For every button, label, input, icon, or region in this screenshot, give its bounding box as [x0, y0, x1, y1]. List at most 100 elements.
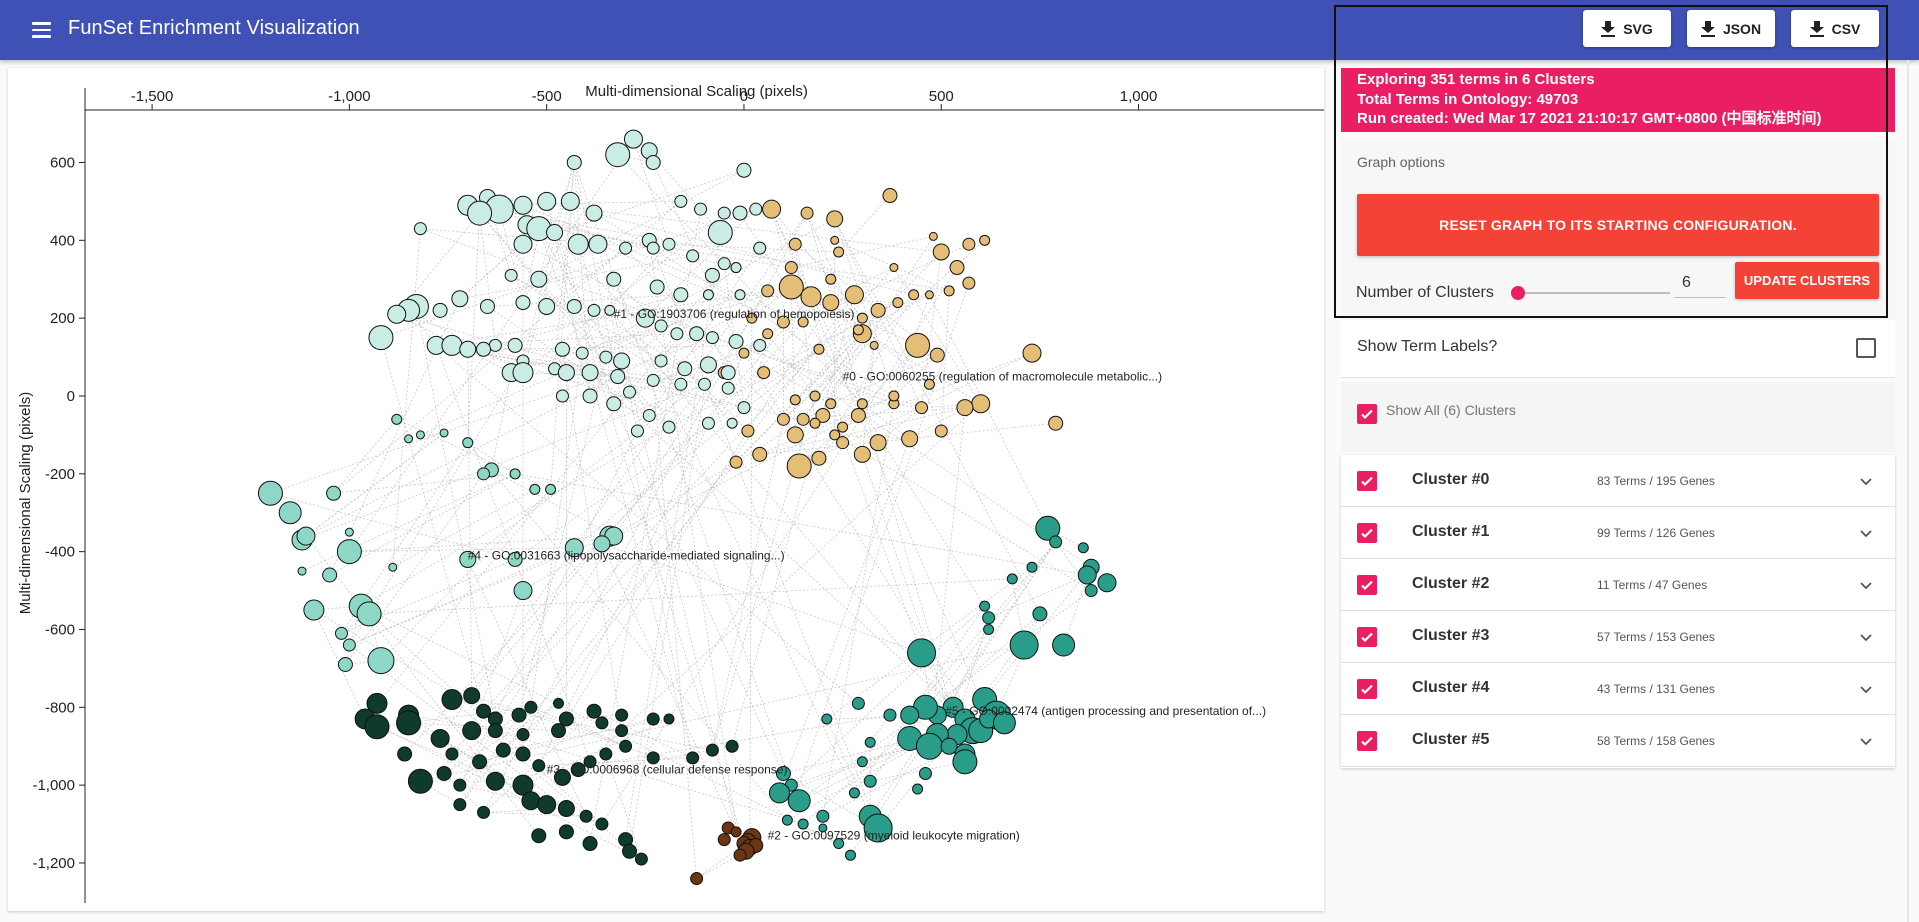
cluster-1-node [546, 224, 564, 242]
cluster-row-5[interactable]: Cluster #5 58 Terms / 158 Genes [1341, 715, 1895, 767]
cluster-0-checkbox[interactable] [1357, 471, 1377, 491]
cluster-5-node [1077, 565, 1097, 585]
cluster-row-0[interactable]: Cluster #0 83 Terms / 195 Genes [1341, 455, 1895, 507]
cluster-1-node [537, 191, 557, 211]
edge-line [749, 318, 753, 848]
show-term-labels-checkbox[interactable] [1856, 338, 1876, 358]
update-clusters-button[interactable]: UPDATE CLUSTERS [1735, 262, 1879, 299]
reset-graph-button[interactable]: RESET GRAPH TO ITS STARTING CONFIGURATIO… [1357, 194, 1879, 256]
cluster-1-node [645, 154, 661, 170]
edge-line [305, 432, 445, 537]
check-icon [1361, 632, 1373, 643]
cluster-0-node [889, 263, 899, 273]
edge-line [420, 228, 895, 405]
chevron-down-icon[interactable] [1858, 681, 1874, 697]
edge-line [514, 317, 863, 560]
edge-line [333, 419, 398, 494]
download-svg-button[interactable]: SVG [1583, 10, 1671, 47]
cluster-0-node [833, 246, 845, 258]
num-clusters-slider-track[interactable] [1518, 292, 1670, 294]
cluster-0-node [850, 407, 866, 423]
menu-icon[interactable] [28, 16, 56, 44]
cluster-5-name: Cluster #5 [1412, 731, 1490, 748]
edge-line [850, 541, 1057, 856]
cluster-1-node [674, 194, 688, 208]
cluster-3-node [619, 739, 633, 753]
cluster-3-node [532, 759, 546, 773]
edge-line [569, 201, 607, 358]
cluster-1-node [479, 298, 495, 314]
scrollbar-track[interactable] [1907, 60, 1909, 922]
num-clusters-input[interactable] [1674, 268, 1726, 298]
cluster-4-node [391, 413, 403, 425]
edge-line [467, 333, 768, 560]
cluster-row-2[interactable]: Cluster #2 11 Terms / 47 Genes [1341, 559, 1895, 611]
edge-line [459, 290, 768, 786]
cluster-0-node [813, 343, 825, 355]
cluster-4-checkbox[interactable] [1357, 679, 1377, 699]
chevron-down-icon[interactable] [1858, 525, 1874, 541]
download-json-button[interactable]: JSON [1687, 10, 1775, 47]
cluster-3-node [396, 710, 422, 736]
download-csv-button[interactable]: CSV [1791, 10, 1879, 47]
y-tick-label: 400 [50, 232, 75, 249]
chevron-down-icon[interactable] [1858, 473, 1874, 489]
edge-line [530, 353, 583, 708]
cluster-1-node [728, 333, 744, 349]
edge-line [747, 302, 832, 432]
cluster-row-3[interactable]: Cluster #3 57 Terms / 153 Genes [1341, 611, 1895, 663]
chevron-down-icon[interactable] [1858, 629, 1874, 645]
plot-card: #0 - GO:0060255 (regulation of macromole… [8, 68, 1324, 911]
edge-line [368, 360, 524, 615]
cluster-3-node [583, 755, 597, 769]
cluster-3-checkbox[interactable] [1357, 627, 1377, 647]
edge-line [613, 279, 855, 794]
chevron-down-icon[interactable] [1858, 577, 1874, 593]
chevron-down-icon[interactable] [1858, 733, 1874, 749]
cluster-5-checkbox[interactable] [1357, 731, 1377, 751]
cluster-row-1[interactable]: Cluster #1 99 Terms / 126 Genes [1341, 507, 1895, 559]
mds-scatter-chart[interactable]: #0 - GO:0060255 (regulation of macromole… [8, 68, 1324, 911]
edge-line [498, 209, 524, 303]
cluster-3-node [537, 795, 557, 815]
cluster-1-node [753, 338, 767, 352]
cluster-1-node [630, 424, 644, 438]
cluster-5-node [1026, 561, 1038, 573]
cluster-0-node [837, 421, 849, 433]
cluster-5-node [848, 787, 860, 799]
num-clusters-slider-thumb[interactable] [1511, 286, 1525, 300]
edge-line [301, 473, 516, 572]
edge-line [830, 302, 930, 385]
edge-line [439, 212, 808, 739]
edge-line [826, 566, 1033, 720]
cluster-0-node [892, 297, 904, 309]
y-tick-label: -1,000 [32, 777, 75, 794]
edge-line [573, 162, 694, 758]
cluster-5-node [1052, 633, 1076, 657]
show-all-clusters-checkbox[interactable] [1357, 404, 1377, 424]
cluster-3-node [558, 711, 574, 727]
cluster-2-stats: 11 Terms / 47 Genes [1597, 578, 1708, 592]
cluster-3-node [430, 728, 450, 748]
cluster-0-node [962, 276, 976, 290]
edge-line [582, 286, 792, 354]
edge-line [459, 784, 547, 805]
x-tick-label: 0 [740, 88, 748, 105]
cluster-0-node [929, 347, 945, 363]
edge-line [822, 403, 895, 817]
cluster-1-node [557, 364, 575, 382]
cluster-3-node [553, 697, 565, 709]
cluster-0-node [928, 231, 938, 241]
show-term-labels-row: Show Term Labels? [1341, 320, 1895, 378]
cluster-0-node [809, 417, 821, 429]
show-term-labels-label: Show Term Labels? [1357, 338, 1498, 355]
cluster-0-node [800, 286, 822, 308]
cluster-1-node [538, 297, 556, 315]
edge-line [467, 204, 950, 292]
cluster-0-name: Cluster #0 [1412, 471, 1490, 488]
edge-line [349, 138, 634, 552]
cluster-0-node [1048, 415, 1064, 431]
cluster-2-checkbox[interactable] [1357, 575, 1377, 595]
cluster-1-checkbox[interactable] [1357, 523, 1377, 543]
cluster-row-4[interactable]: Cluster #4 43 Terms / 131 Genes [1341, 663, 1895, 715]
